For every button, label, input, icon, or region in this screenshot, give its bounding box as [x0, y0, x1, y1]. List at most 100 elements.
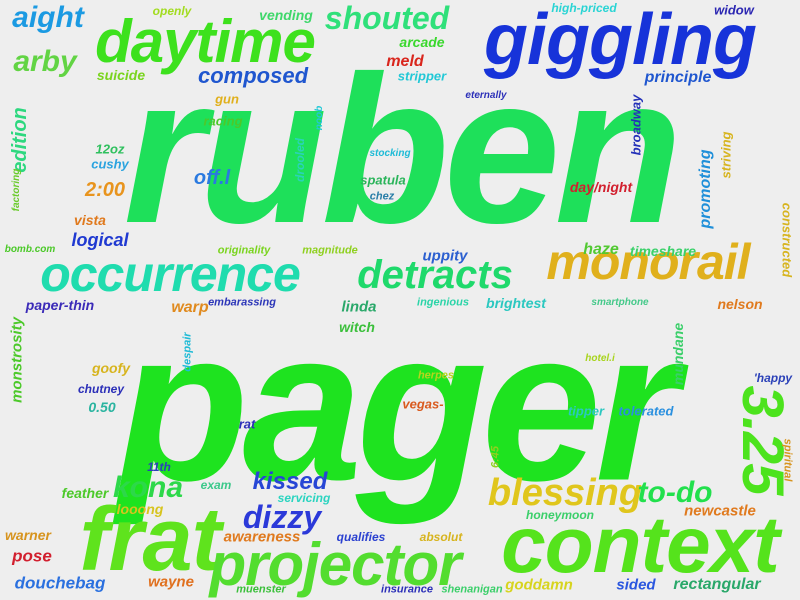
word-suicide-32: suicide	[96, 67, 146, 83]
word-exam-81: exam	[200, 478, 232, 492]
word-principle-33: principle	[644, 69, 712, 86]
word-daytime-4: daytime	[95, 8, 316, 75]
word-goddamn-98: goddamn	[505, 576, 573, 594]
word-tolerated-77: tolerated	[618, 403, 674, 419]
word-ruben-0: ruben	[123, 32, 682, 267]
word-herpes-74: herpes	[417, 369, 455, 382]
word-warp-59: warp	[171, 299, 209, 316]
word-feather-83: feather	[61, 485, 109, 501]
word-aight-13: aight	[12, 1, 84, 34]
word-noob-37: noob	[314, 105, 325, 131]
word-chez-44: chez	[369, 190, 395, 203]
word-brightest-62: brightest	[486, 295, 546, 311]
word-day-night-47: day/night	[569, 179, 633, 195]
word-honeymoon-87: honeymoon	[526, 508, 594, 522]
word-monorail-7: monorail	[546, 234, 750, 290]
word-broadway-38: broadway	[628, 94, 644, 156]
word-goofy-71: goofy	[91, 360, 131, 376]
word-witch-65: witch	[339, 319, 375, 335]
word-awareness-89: awareness	[223, 528, 301, 546]
word-magnitude-52: magnitude	[302, 244, 358, 257]
word-dizzy-17: dizzy	[242, 499, 322, 535]
word-hotel-i-67: hotel.i	[585, 353, 615, 364]
word-racing-36: racing	[203, 113, 243, 129]
word-vending-25: vending	[259, 7, 313, 23]
word-giggling-2: giggling	[484, 0, 757, 80]
word-logical-23: logical	[71, 230, 129, 250]
word-blessing-11: blessing	[487, 472, 643, 514]
word-originality-51: originality	[217, 244, 271, 257]
word-0-50-73: 0.50	[88, 399, 116, 415]
word-wayne-94: wayne	[148, 573, 194, 591]
word-rat-78: rat	[238, 416, 256, 432]
word-frat-5: frat	[79, 490, 221, 590]
word-absolut-91: absolut	[419, 530, 463, 544]
word-looong-85: looong	[116, 501, 164, 517]
word-11th-80: 11th	[147, 460, 171, 474]
word-bomb-com-50: bomb.com	[4, 244, 56, 255]
word-stripper-31: stripper	[397, 68, 447, 84]
word-vegas-75: vegas-	[402, 396, 444, 412]
word-pose-92: pose	[12, 546, 52, 566]
word-insurance-96: insurance	[381, 583, 433, 596]
word-to-do-16: to-do	[637, 476, 713, 509]
word-paper-thin-57: paper-thin	[25, 297, 95, 313]
word-widow-28: widow	[714, 2, 754, 18]
word-linda-60: linda	[341, 298, 377, 316]
word-2-00-22: 2:00	[84, 179, 126, 201]
word-uppity-53: uppity	[422, 247, 468, 265]
word-openly-26: openly	[152, 4, 192, 18]
word-promoting-46: promoting	[697, 149, 714, 229]
word-context-3: context	[501, 500, 779, 589]
word-rectangular-100: rectangular	[673, 576, 761, 593]
word-high-priced-27: high-priced	[551, 1, 617, 15]
word-spatula-43: spatula	[360, 172, 406, 188]
word-chutney-72: chutney	[77, 382, 125, 396]
word-gun-35: gun	[215, 91, 239, 107]
word-stocking-41: stocking	[369, 148, 411, 159]
word-monstrosity-70: monstrosity	[8, 317, 26, 403]
word-occurrence-6: occurrence	[40, 246, 301, 302]
word-ingenious-61: ingenious	[417, 296, 469, 309]
word-6-45-82: 6:45	[489, 445, 502, 469]
word-projector-8: projector	[209, 531, 461, 598]
word-servicing-84: servicing	[277, 491, 331, 505]
word-muenster-95: muenster	[236, 583, 286, 596]
word-meld-30: meld	[386, 53, 424, 70]
word-douchebag-93: douchebag	[14, 573, 106, 593]
word-shenanigan-97: shenanigan	[441, 583, 503, 596]
word-off-l-21: off.l	[193, 167, 231, 189]
word-arcade-29: arcade	[399, 34, 445, 50]
word-shouted-12: shouted	[324, 0, 450, 36]
word-arby-14: arby	[13, 45, 77, 78]
word-warner-88: warner	[5, 527, 51, 543]
word-pager-1: pager	[117, 284, 678, 526]
word-happy-69: 'happy	[753, 371, 793, 385]
word-nelson-64: nelson	[717, 296, 763, 312]
word-vista-49: vista	[74, 212, 106, 228]
word-constructed-56: constructed	[779, 202, 795, 278]
word-haze-54: haze	[583, 241, 619, 258]
word-kissed-18: kissed	[252, 468, 328, 495]
word-detracts-9: detracts	[357, 253, 513, 297]
word-mundane-68: mundane	[670, 322, 686, 386]
word-sided-99: sided	[616, 576, 656, 594]
word-composed-19: composed	[197, 63, 309, 88]
word-kona-15: kona	[112, 471, 184, 504]
word-timeshare-55: timeshare	[629, 243, 697, 259]
word-despair-66: despair	[181, 332, 194, 372]
word-striving-45: striving	[718, 131, 734, 179]
word-newcastle-86: newcastle	[684, 502, 756, 520]
word-cushy-40: cushy	[91, 156, 129, 172]
word-eternally-34: eternally	[465, 90, 507, 101]
word-edition-20: edition	[9, 107, 31, 173]
word-factoring-48: factoring	[11, 168, 22, 212]
word-tipper-76: tipper	[567, 403, 605, 419]
word-spiritual-79: spiritual	[781, 438, 794, 482]
word-qualifies-90: qualifies	[336, 530, 386, 544]
word-smartphone-63: smartphone	[591, 297, 649, 308]
word-drooled-42: drooled	[293, 138, 307, 182]
word-embarassing-58: embarassing	[208, 296, 276, 309]
word-12oz-39: 12oz	[95, 141, 125, 157]
